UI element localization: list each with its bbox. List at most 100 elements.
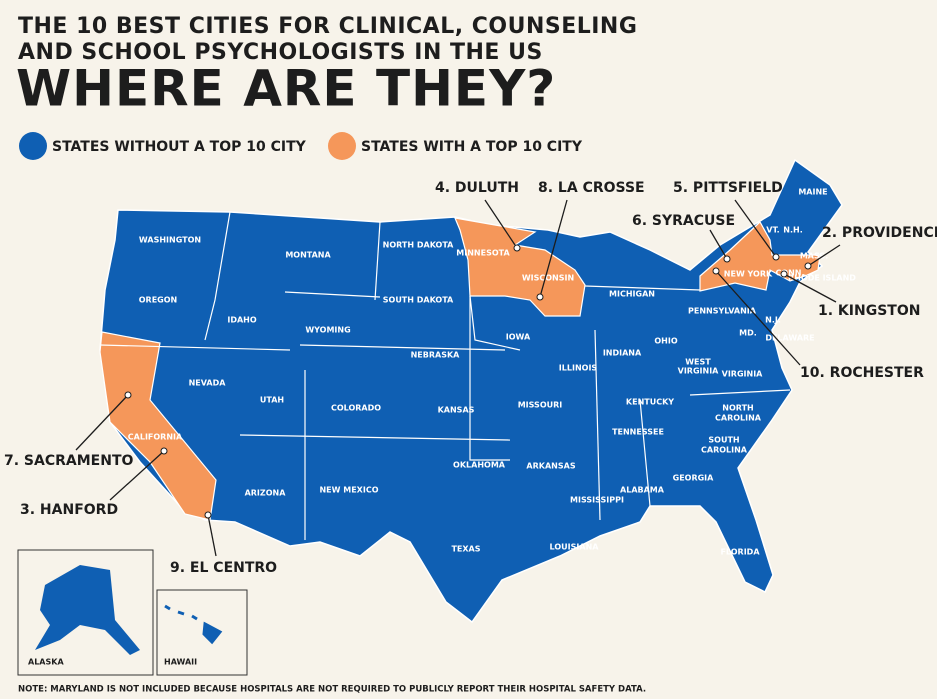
highlighted-state	[454, 217, 586, 317]
note: NOTE: MARYLAND IS NOT INCLUDED BECAUSE H…	[18, 685, 646, 695]
callout-label: 9. EL CENTRO	[170, 560, 277, 576]
state-label: NORTH	[722, 404, 753, 413]
state-label: MONTANA	[285, 251, 331, 260]
callout-line	[484, 199, 518, 249]
city-dot	[204, 511, 212, 519]
callout-line	[783, 273, 837, 303]
callout-line	[109, 450, 165, 501]
state-label: NEBRASKA	[411, 351, 461, 360]
callout-label: 6. SYRACUSE	[632, 213, 735, 229]
state-label: CALIFORNIA	[128, 433, 183, 442]
state-label: ARKANSAS	[526, 462, 575, 471]
state-label: OHIO	[654, 337, 677, 346]
state-label: PENNSYLVANIA	[688, 307, 757, 316]
state-label: KANSAS	[438, 406, 475, 415]
city-dot	[536, 293, 544, 301]
callout-line	[709, 229, 728, 260]
callout-line	[75, 394, 129, 451]
state-label: CONN.	[775, 269, 804, 278]
callout-label: 2. PROVIDENCE	[822, 225, 937, 241]
state-label: CAROLINA	[715, 414, 762, 423]
city-dot	[712, 267, 720, 275]
state-label: ALABAMA	[620, 486, 665, 495]
state-label: NEW MEXICO	[319, 486, 378, 495]
state-label: TENNESSEE	[612, 428, 664, 437]
state-border	[239, 434, 511, 441]
state-border	[284, 291, 381, 298]
state-label: NEVADA	[189, 379, 227, 388]
state-label: MASS.	[800, 252, 828, 261]
callout-label: 1. KINGSTON	[818, 303, 920, 319]
highlighted-state	[699, 221, 821, 292]
state-label: MISSISSIPPI	[570, 496, 624, 505]
state-border	[99, 344, 291, 351]
state-border	[299, 344, 506, 351]
callout-label: 7. SACRAMENTO	[4, 453, 134, 469]
callout-label: 8. LA CROSSE	[538, 180, 645, 196]
inset-label: HAWAII	[164, 658, 197, 667]
title-line: AND SCHOOL PSYCHOLOGISTS IN THE US	[18, 40, 543, 65]
city-dot	[160, 447, 168, 455]
state-border	[204, 211, 231, 341]
headline: WHERE ARE THEY?	[16, 60, 556, 118]
state-label: TEXAS	[451, 545, 480, 554]
state-label: NORTH DAKOTA	[383, 241, 455, 250]
state-label: N.H.	[783, 226, 802, 235]
state-label: COLORADO	[331, 404, 381, 413]
state-label: INDIANA	[603, 349, 642, 358]
city-dot	[513, 244, 521, 252]
callout-line	[207, 514, 217, 557]
hawaii-island	[191, 614, 198, 621]
state-label: KENTUCKY	[626, 398, 674, 407]
state-label: SOUTH	[708, 436, 739, 445]
state-label: MICHIGAN	[609, 290, 655, 299]
city-dot	[772, 253, 780, 261]
state-label: OKLAHOMA	[453, 461, 506, 470]
inset-label: ALASKA	[28, 658, 64, 667]
state-label: IOWA	[506, 333, 531, 342]
callout-label: 10. ROCHESTER	[800, 365, 924, 381]
callout-label: 3. HANFORD	[20, 502, 118, 518]
city-dot	[780, 270, 788, 278]
state-border	[469, 295, 521, 351]
state-label: NEW YORK	[724, 270, 773, 279]
hawaii-island	[177, 610, 185, 616]
hawaii-island	[164, 604, 171, 611]
hawaii-island	[202, 621, 223, 645]
state-label: GEORGIA	[673, 474, 715, 483]
state-label: RHODE ISLAND	[788, 274, 856, 283]
legend-label: STATES WITHOUT A TOP 10 CITY	[52, 139, 307, 155]
legend-swatch	[19, 132, 47, 160]
callout-line	[734, 199, 777, 258]
callout-label: 5. PITTSFIELD	[673, 180, 783, 196]
city-dot	[804, 262, 812, 270]
state-label: WASHINGTON	[139, 236, 201, 245]
map	[35, 158, 843, 655]
state-label: DELAWARE	[765, 334, 814, 343]
title-line: THE 10 BEST CITIES FOR CLINICAL, COUNSEL…	[18, 14, 637, 39]
state-label: MD.	[739, 329, 757, 338]
state-border	[584, 285, 701, 291]
state-border	[689, 389, 791, 396]
state-label: VT.	[766, 226, 779, 235]
state-border	[639, 399, 651, 507]
state-label: FLORIDA	[720, 548, 760, 557]
inset-frame	[156, 589, 248, 676]
state-label: WISCONSIN	[522, 274, 574, 283]
state-label: MISSOURI	[518, 401, 563, 410]
state-label: IDAHO	[227, 316, 257, 325]
state-border	[469, 296, 510, 461]
state-border	[594, 329, 601, 521]
state-label: CAROLINA	[701, 446, 748, 455]
callout-line	[807, 244, 841, 267]
state-label: WYOMING	[305, 326, 350, 335]
state-label: MAINE	[798, 188, 827, 197]
us-outline	[99, 158, 843, 624]
state-label: UTAH	[260, 396, 284, 405]
alaska	[35, 565, 140, 655]
state-label: VIRGINIA	[678, 367, 720, 376]
state-label: ILLINOIS	[559, 364, 598, 373]
callout-label: 4. DULUTH	[435, 180, 519, 196]
highlighted-state	[99, 331, 217, 521]
legend-label: STATES WITH A TOP 10 CITY	[361, 139, 583, 155]
